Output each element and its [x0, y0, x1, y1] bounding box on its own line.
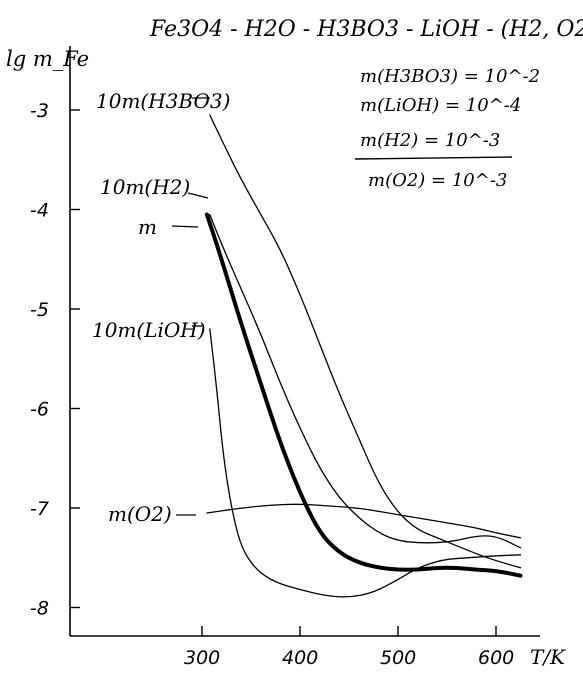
x-axis-label: T/K — [530, 645, 566, 669]
series-labels: 10m(H3BO3) 10m(H2) m 10m(LiOH) m(O2) — [92, 89, 230, 526]
axes — [69, 46, 540, 637]
series-label: 10m(H2) — [100, 175, 190, 199]
series-o2-line — [206, 503, 522, 539]
chart-title: Fe3O4 - H2O - H3BO3 - LiOH - (H2, O2) — [149, 17, 583, 42]
y-tick-label: -4 — [30, 200, 49, 222]
condition-lioh: m(LiOH) = 10^-4 — [360, 95, 521, 116]
y-axis-label: lg m_Fe — [6, 47, 89, 71]
condition-o2: m(O2) = 10^-3 — [368, 170, 507, 191]
y-tick-label: -8 — [30, 598, 49, 620]
x-tick-label: 500 — [380, 647, 416, 669]
x-tick-label: 600 — [478, 647, 514, 669]
series-lioh-line — [209, 328, 522, 598]
data-series — [204, 114, 523, 598]
y-tick-label: -5 — [30, 299, 49, 321]
series-label: m(O2) — [108, 502, 172, 526]
series-label-leader — [187, 192, 209, 199]
series-label-leader — [171, 225, 199, 228]
condition-h2: m(H2) = 10^-3 — [360, 130, 500, 151]
axis-ticks: -3 -4 -5 -6 -7 -8 300 400 500 600 — [30, 100, 514, 669]
conditions-box: m(H3BO3) = 10^-2 m(LiOH) = 10^-4 m(H2) =… — [354, 66, 540, 191]
series-label: 10m(H3BO3) — [96, 89, 230, 113]
series-label: 10m(LiOH) — [92, 318, 206, 342]
x-tick-label: 400 — [282, 647, 318, 669]
series-label: m — [138, 215, 157, 239]
y-tick-label: -7 — [30, 498, 49, 520]
series-h3bo3-line — [209, 114, 522, 569]
condition-h3bo3: m(H3BO3) = 10^-2 — [360, 66, 540, 87]
x-tick-label: 300 — [184, 647, 220, 669]
series-m-line — [204, 212, 523, 578]
series-h2-line — [209, 213, 522, 549]
y-tick-label: -6 — [30, 399, 49, 421]
conditions-fraction-bar — [354, 156, 513, 160]
y-tick-label: -3 — [30, 100, 49, 122]
